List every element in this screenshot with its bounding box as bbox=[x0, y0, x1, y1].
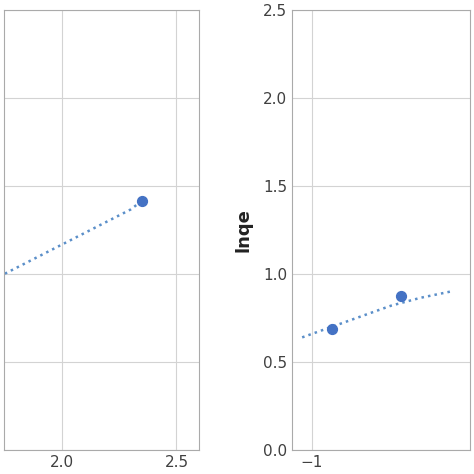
Point bbox=[397, 292, 405, 300]
Point bbox=[138, 197, 146, 205]
Y-axis label: lnqe: lnqe bbox=[234, 208, 252, 252]
Point bbox=[328, 325, 336, 332]
